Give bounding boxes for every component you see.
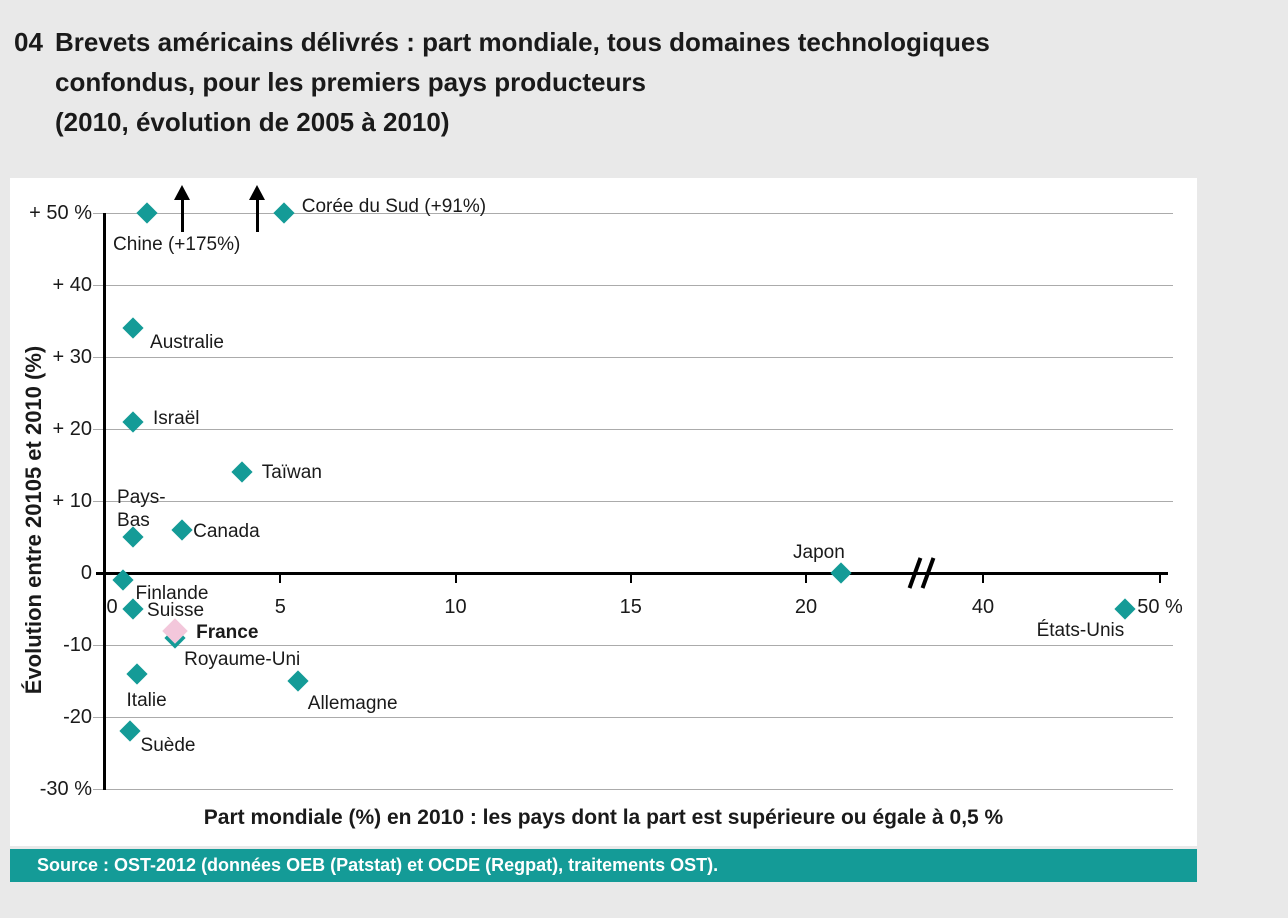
- figure-title: 04 Brevets américains délivrés : part mo…: [14, 22, 1254, 142]
- x-axis-caption: Part mondiale (%) en 2010 : les pays don…: [203, 806, 1004, 829]
- figure-title-text: Brevets américains délivrés : part mondi…: [55, 22, 990, 142]
- y-axis-title: Évolution entre 20105 et 2010 (%): [21, 345, 46, 695]
- source-bar: Source : OST-2012 (données OEB (Patstat)…: [10, 849, 1197, 882]
- figure-title-line: confondus, pour les premiers pays produc…: [55, 67, 646, 97]
- figure-title-line: Brevets américains délivrés : part mondi…: [55, 27, 990, 57]
- figure-title-line: (2010, évolution de 2005 à 2010): [55, 107, 450, 137]
- chart-panel: [10, 178, 1197, 846]
- figure-number: 04: [14, 27, 43, 57]
